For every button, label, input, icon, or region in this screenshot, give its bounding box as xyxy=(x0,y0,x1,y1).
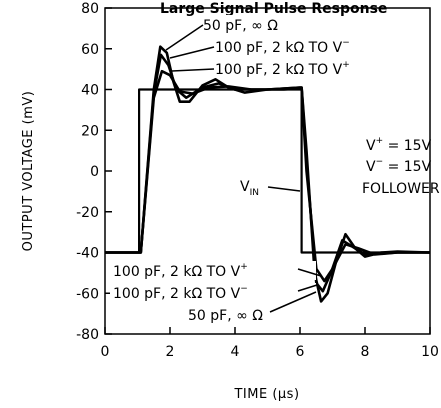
y-tick-label: -80 xyxy=(76,327,99,343)
condition-mode: FOLLOWER xyxy=(362,181,440,197)
anno-top-2: 100 pF, 2 kΩ TO V− xyxy=(215,38,350,56)
y-tick-label: 80 xyxy=(81,1,99,17)
condition-vminus: V− = 15V xyxy=(366,157,432,175)
x-tick-label: 6 xyxy=(296,344,305,360)
x-tick-label: 10 xyxy=(421,344,439,360)
anno-top-1: 50 pF, ∞ Ω xyxy=(203,18,278,34)
anno-bottom-3: 50 pF, ∞ Ω xyxy=(188,308,263,324)
x-tick-label: 0 xyxy=(101,344,110,360)
top-annotations: 50 pF, ∞ Ω 100 pF, 2 kΩ TO V− 100 pF, 2 … xyxy=(165,15,420,78)
x-tick-label: 2 xyxy=(166,344,175,360)
condition-vplus: V+ = 15V xyxy=(366,136,432,154)
y-tick-label: -40 xyxy=(76,246,99,262)
series-lines xyxy=(105,45,431,303)
y-tick-label: 40 xyxy=(81,83,99,99)
y-tick-label: 20 xyxy=(81,123,99,139)
x-axis-ticks: 0 2 4 6 8 10 xyxy=(101,327,439,360)
y-tick-label: 60 xyxy=(81,42,99,58)
x-tick-label: 8 xyxy=(361,344,370,360)
x-axis-label: TIME (µs) xyxy=(233,387,299,402)
anno-bottom-1: 100 pF, 2 kΩ TO V+ xyxy=(113,262,248,280)
x-tick-label: 4 xyxy=(231,344,240,360)
anno-top-3: 100 pF, 2 kΩ TO V+ xyxy=(215,60,350,78)
vin-annotation: VIN xyxy=(238,176,301,198)
conditions-text: V+ = 15V V− = 15V FOLLOWER xyxy=(362,136,440,197)
y-axis-label: OUTPUT VOLTAGE (mV) xyxy=(21,91,36,252)
anno-bottom-2: 100 pF, 2 kΩ TO V− xyxy=(113,284,248,302)
series-line-3 xyxy=(105,69,430,283)
bottom-annotations: 100 pF, 2 kΩ TO V+ 100 pF, 2 kΩ TO V− 50… xyxy=(110,261,322,324)
y-tick-label: 0 xyxy=(90,164,99,180)
y-tick-label: -60 xyxy=(76,286,99,302)
chart-title: Large Signal Pulse Response xyxy=(160,1,387,17)
y-tick-label: -20 xyxy=(76,205,99,221)
y-axis-ticks: 80 60 40 20 0 -20 -40 -60 -80 xyxy=(76,1,112,343)
series-line-0 xyxy=(105,88,430,254)
